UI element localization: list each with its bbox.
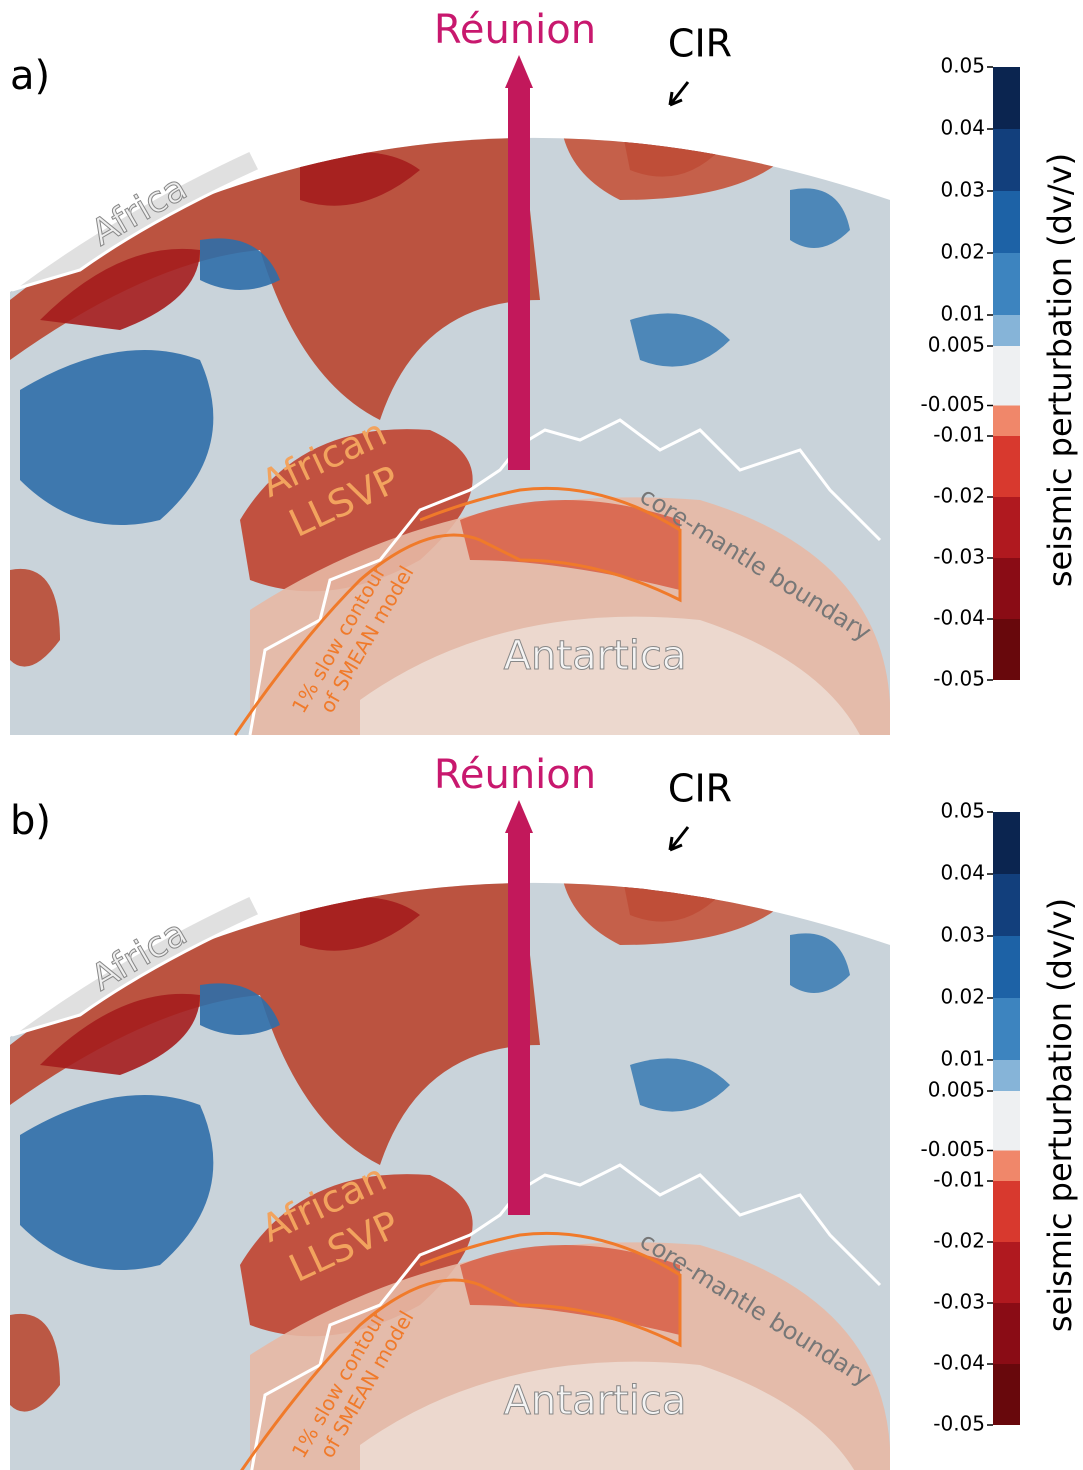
colorbar-tick-label: 0.05 (940, 799, 985, 823)
anomaly-region (10, 882, 540, 1165)
tomography-map (10, 137, 890, 735)
anomaly-region (790, 188, 850, 248)
ridge-label: CIR (668, 767, 732, 811)
colorbar-segment (993, 315, 1020, 346)
ridge-arrow (668, 826, 690, 852)
anomaly-region (460, 1245, 680, 1335)
anomaly-region (40, 248, 200, 330)
cmb-outline (248, 418, 882, 736)
colorbar-tick-label: 0.01 (940, 1047, 985, 1071)
colorbar-segment (993, 812, 1020, 874)
colorbar-segment (993, 497, 1020, 558)
anomaly-region (790, 933, 850, 993)
colorbar-segment (993, 558, 1020, 619)
colorbar-tick-label: 0.04 (940, 861, 985, 885)
anomaly-region (630, 313, 730, 367)
colorbar-label: seismic perturbation (dv/v) (1041, 153, 1079, 587)
colorbar-segment (993, 1181, 1020, 1242)
colorbar-segment (993, 253, 1020, 315)
anomaly-region (10, 137, 540, 420)
cmb-outline (250, 1163, 882, 1470)
colorbar-tick-label: -0.03 (933, 1290, 985, 1314)
anomaly-region (20, 350, 214, 525)
colorbar-tick-label: 0.02 (940, 240, 985, 264)
slow-contour (233, 486, 682, 736)
anomaly-region (560, 137, 800, 200)
colorbar-segment (993, 936, 1020, 998)
panel-label: b) (10, 798, 51, 844)
colorbar-segment (993, 129, 1020, 191)
tomography-map (10, 882, 890, 1470)
pole-label: Antartica (504, 633, 687, 679)
colorbar-tick-label: 0.01 (940, 302, 985, 326)
colorbar-segment (993, 405, 1020, 436)
continent-africa (11, 148, 263, 292)
colorbar-segment (993, 1060, 1020, 1091)
colorbar-tick-label: 0.03 (940, 923, 985, 947)
plume-column (508, 85, 530, 470)
colorbar-tick-label: 0.04 (940, 116, 985, 140)
plume-label: Réunion (434, 752, 596, 798)
plume-label: Réunion (434, 7, 596, 53)
colorbar-label: seismic perturbation (dv/v) (1041, 898, 1079, 1332)
anomaly-region (200, 983, 280, 1035)
pole-label: Antartica (504, 1378, 687, 1424)
colorbar-tick-label: -0.02 (933, 484, 985, 508)
colorbar-segment (993, 998, 1020, 1060)
colorbar-tick-label: -0.02 (933, 1229, 985, 1253)
anomaly-region (460, 500, 680, 590)
continent-africa (11, 893, 263, 1037)
anomaly-region (630, 1058, 730, 1112)
anomaly-region (10, 1313, 60, 1412)
ridge-label: CIR (668, 22, 732, 66)
colorbar-tick-label: -0.04 (933, 1351, 985, 1375)
colorbar-segment (993, 874, 1020, 936)
ridge-arrow (668, 81, 690, 107)
colorbar-tick-label: -0.005 (921, 392, 985, 416)
colorbar-segment (993, 67, 1020, 129)
colorbar-tick-label: -0.01 (933, 1168, 985, 1192)
panel-label: a) (10, 53, 50, 99)
anomaly-region (360, 1361, 860, 1470)
anomaly-region (200, 238, 280, 290)
colorbar-tick-label: 0.005 (928, 333, 985, 357)
anomaly-region (300, 152, 420, 206)
colorbar-tick-label: -0.005 (921, 1137, 985, 1161)
colorbar-tick-label: -0.05 (933, 1412, 985, 1436)
slow-contour (240, 1231, 682, 1470)
colorbar-segment (993, 346, 1020, 406)
anomaly-region (10, 568, 60, 667)
colorbar-segment (993, 1150, 1020, 1181)
colorbar-tick-label: 0.005 (928, 1078, 985, 1102)
colorbar-tick-label: 0.05 (940, 54, 985, 78)
colorbar-tick-label: 0.03 (940, 178, 985, 202)
plume-arrowhead (505, 55, 533, 88)
colorbar-segment (993, 1303, 1020, 1364)
plume-arrowhead (505, 800, 533, 833)
anomaly-region (560, 882, 800, 945)
anomaly-region (40, 993, 200, 1075)
anomaly-region (360, 616, 860, 735)
anomaly-region (20, 1095, 214, 1270)
colorbar-segment (993, 436, 1020, 497)
colorbar-segment (993, 1364, 1020, 1425)
colorbar-tick-label: -0.05 (933, 667, 985, 691)
colorbar-segment (993, 1091, 1020, 1151)
colorbar-segment (993, 619, 1020, 680)
colorbar-tick-label: -0.03 (933, 545, 985, 569)
colorbar-segment (993, 1242, 1020, 1303)
colorbar-tick-label: -0.04 (933, 606, 985, 630)
anomaly-region (300, 897, 420, 951)
colorbar-segment (993, 191, 1020, 253)
colorbar-tick-label: -0.01 (933, 423, 985, 447)
colorbar-tick-label: 0.02 (940, 985, 985, 1009)
plume-column (508, 830, 530, 1215)
